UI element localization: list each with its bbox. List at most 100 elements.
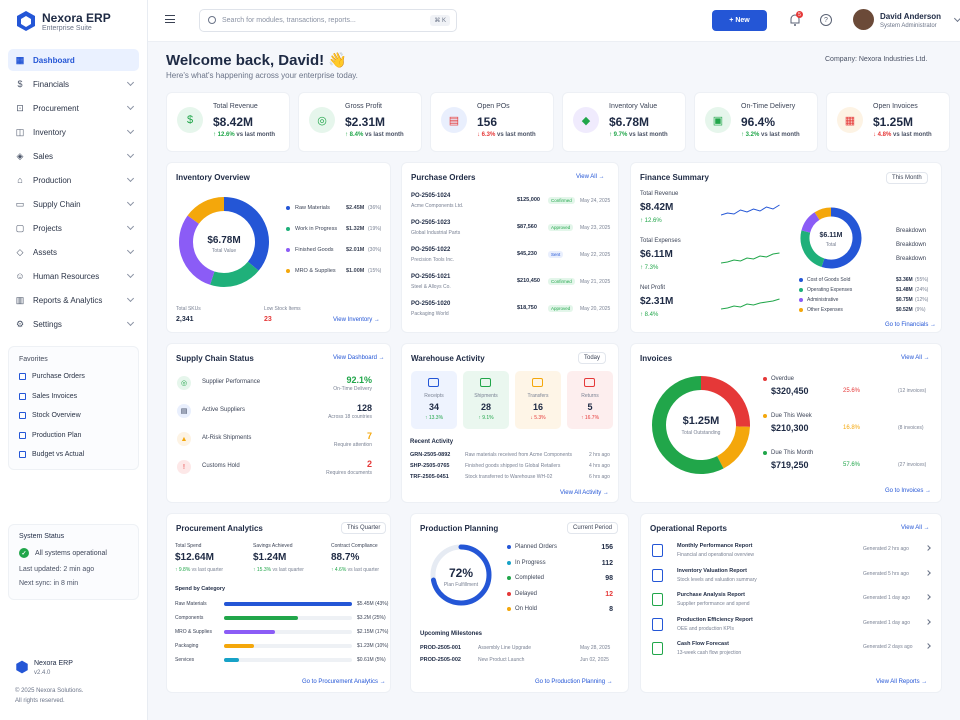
legend-dot [763,377,767,381]
warehouse-period-select[interactable]: Today [578,352,607,364]
supply-value: 92.1% [346,375,372,385]
warehouse-title: Warehouse Activity [411,354,485,363]
po-date: May 22, 2025 [580,252,611,258]
warehouse-tile[interactable]: Shipments 28 ↑ 9.1% [463,371,509,429]
po-id[interactable]: PO-2505-1024 [411,193,451,199]
sidebar-item-financials[interactable]: $ Financials [8,73,139,95]
tile-value: 28 [480,402,491,412]
report-generated: Generated 1 day ago [863,595,910,601]
report-name[interactable]: Inventory Valuation Report [677,567,747,574]
view-all-activity-link[interactable]: View All Activity → [560,490,609,496]
favorite-item[interactable]: Stock Overview [19,412,81,419]
invoice-pct: 57.6% [843,462,861,468]
gear-icon: ⚙ [15,318,25,329]
help-icon[interactable]: ? [820,14,832,26]
procurement-period-select[interactable]: This Quarter [341,522,387,534]
sidebar-item-label: Reports & Analytics [33,295,103,305]
chevron-down-icon [126,150,135,159]
bell-icon[interactable] [788,13,802,27]
sidebar-item-dashboard[interactable]: ▦ Dashboard [8,49,139,71]
chevron-down-icon[interactable] [953,14,960,23]
po-id[interactable]: PO-2505-1023 [411,220,451,226]
chevron-right-icon[interactable] [925,594,931,600]
sidebar-item-reports-analytics[interactable]: ▥ Reports & Analytics [8,289,139,311]
report-name[interactable]: Cash Flow Forecast [677,641,729,647]
proc-metric-delta: ↑ 4.6% vs last quarter [331,567,379,573]
sidebar-item-projects[interactable]: ▢ Projects [8,217,139,239]
sidebar-item-settings[interactable]: ⚙ Settings [8,313,139,335]
chevron-right-icon[interactable] [925,569,931,576]
kpi-delta: ↑ 8.4% vs last month [345,132,404,138]
supply-value: 7 [366,431,372,441]
finance-legend-value: $0.75M [896,297,913,303]
chevron-down-icon [126,78,135,87]
milestone-date: May 28, 2025 [580,645,611,651]
favorite-item[interactable]: Purchase Orders [19,373,85,380]
po-id[interactable]: PO-2505-1022 [411,247,451,253]
milestone-text: Assembly Line Upgrade [478,645,532,651]
sidebar-item-procurement[interactable]: ⊡ Procurement [8,97,139,119]
invoices-center-value: $1.25M [682,415,720,427]
warehouse-tile[interactable]: Transfers 16 ↓ 5.3% [515,371,561,429]
proc-delta-note: vs last quarter [271,567,304,573]
layers-icon: ◇ [16,246,24,257]
supply-label: At-Risk Shipments [202,435,252,441]
po-view-all-link[interactable]: View All → [576,174,605,180]
chevron-right-icon[interactable] [925,618,931,625]
sidebar-item-inventory[interactable]: ◫ Inventory [8,121,139,143]
favorite-item[interactable]: Production Plan [19,431,81,439]
fulfillment-pct: 72% [448,566,474,580]
sidebar-item-sales[interactable]: ◈ Sales [8,145,139,167]
po-id[interactable]: PO-2505-1020 [411,301,451,307]
warehouse-tile[interactable]: Receipts 34 ↑ 13.3% [411,371,457,429]
sparkline-path [721,252,780,264]
report-name[interactable]: Monthly Performance Report [677,543,753,549]
reports-view-all-link[interactable]: View All → [901,525,930,531]
chevron-right-icon[interactable] [925,545,931,551]
kpi-card[interactable]: ◆ Inventory Value $6.78M ↑ 9.7% vs last mon… [562,92,686,152]
search-icon [208,16,216,24]
view-all-reports-link[interactable]: View All Reports → [876,679,928,685]
proc-metric-label: Total Spend [175,543,202,549]
view-inventory-link[interactable]: View Inventory → [333,317,380,323]
go-to-invoices-link[interactable]: Go to Invoices → [885,488,932,494]
report-name[interactable]: Purchase Analysis Report [677,592,745,598]
production-period-select[interactable]: Current Period [567,522,619,534]
tile-value: 34 [428,402,439,412]
kpi-card[interactable]: $ Total Revenue $8.42M ↑ 12.6% vs last mont… [166,92,290,152]
finance-period-select[interactable]: This Month [886,172,928,184]
kpi-card[interactable]: ◎ Gross Profit $2.31M ↑ 8.4% vs last month [298,92,422,152]
sidebar-item-supply-chain[interactable]: ▭ Supply Chain [8,193,139,215]
warehouse-tile[interactable]: Returns 5 ↑ 16.7% [567,371,613,429]
invoices-view-all-link[interactable]: View All → [901,355,930,361]
production-planning-card: Production Planning Current Period 72% P… [410,513,629,693]
favorite-item[interactable]: Sales Invoices [19,392,77,400]
kpi-card[interactable]: ▣ On-Time Delivery 96.4% ↑ 3.2% vs last mon… [694,92,818,152]
view-dashboard-link[interactable]: View Dashboard → [333,355,385,361]
sidebar-item-human-resources[interactable]: ☺ Human Resources [8,265,139,287]
po-vendor: Steel & Alloys Co. [411,284,451,290]
favorite-item[interactable]: Budget vs Actual [19,451,84,458]
chevron-right-icon[interactable] [925,643,931,649]
company-selector[interactable]: Company: Nexora Industries Ltd. [825,56,928,63]
user-name[interactable]: David Anderson [880,12,942,21]
po-id[interactable]: PO-2505-1021 [411,274,451,280]
kpi-card[interactable]: ▤ Open POs 156 ↓ 6.3% vs last month [430,92,554,152]
sidebar-item-assets[interactable]: ◇ Assets [8,241,139,263]
new-button[interactable]: + New [712,10,767,31]
go-to-financials-link[interactable]: Go to Financials → [885,322,937,328]
kpi-card[interactable]: ▦ Open Invoices $1.25M ↓ 4.8% vs last month [826,92,950,152]
favorites-panel: Favorites Purchase Orders Sales Invoices S… [8,346,139,470]
donut-slice-0 [700,376,750,427]
proc-metric-delta: ↑ 9.8% vs last quarter [175,567,223,573]
search-input[interactable]: Search for modules, transactions, report… [199,9,457,32]
system-status-ok: ✓ All systems operational [19,548,107,558]
finance-title: Finance Summary [640,173,709,182]
sidebar-item-production[interactable]: ⌂ Production [8,169,139,191]
production-link[interactable]: Go to Production Planning → [535,679,613,685]
report-name[interactable]: Production Efficiency Report [677,616,753,623]
procurement-link[interactable]: Go to Procurement Analytics → [302,679,386,685]
menu-icon[interactable] [165,15,175,23]
avatar[interactable] [853,9,874,30]
kpi-icon: $ [177,107,203,133]
